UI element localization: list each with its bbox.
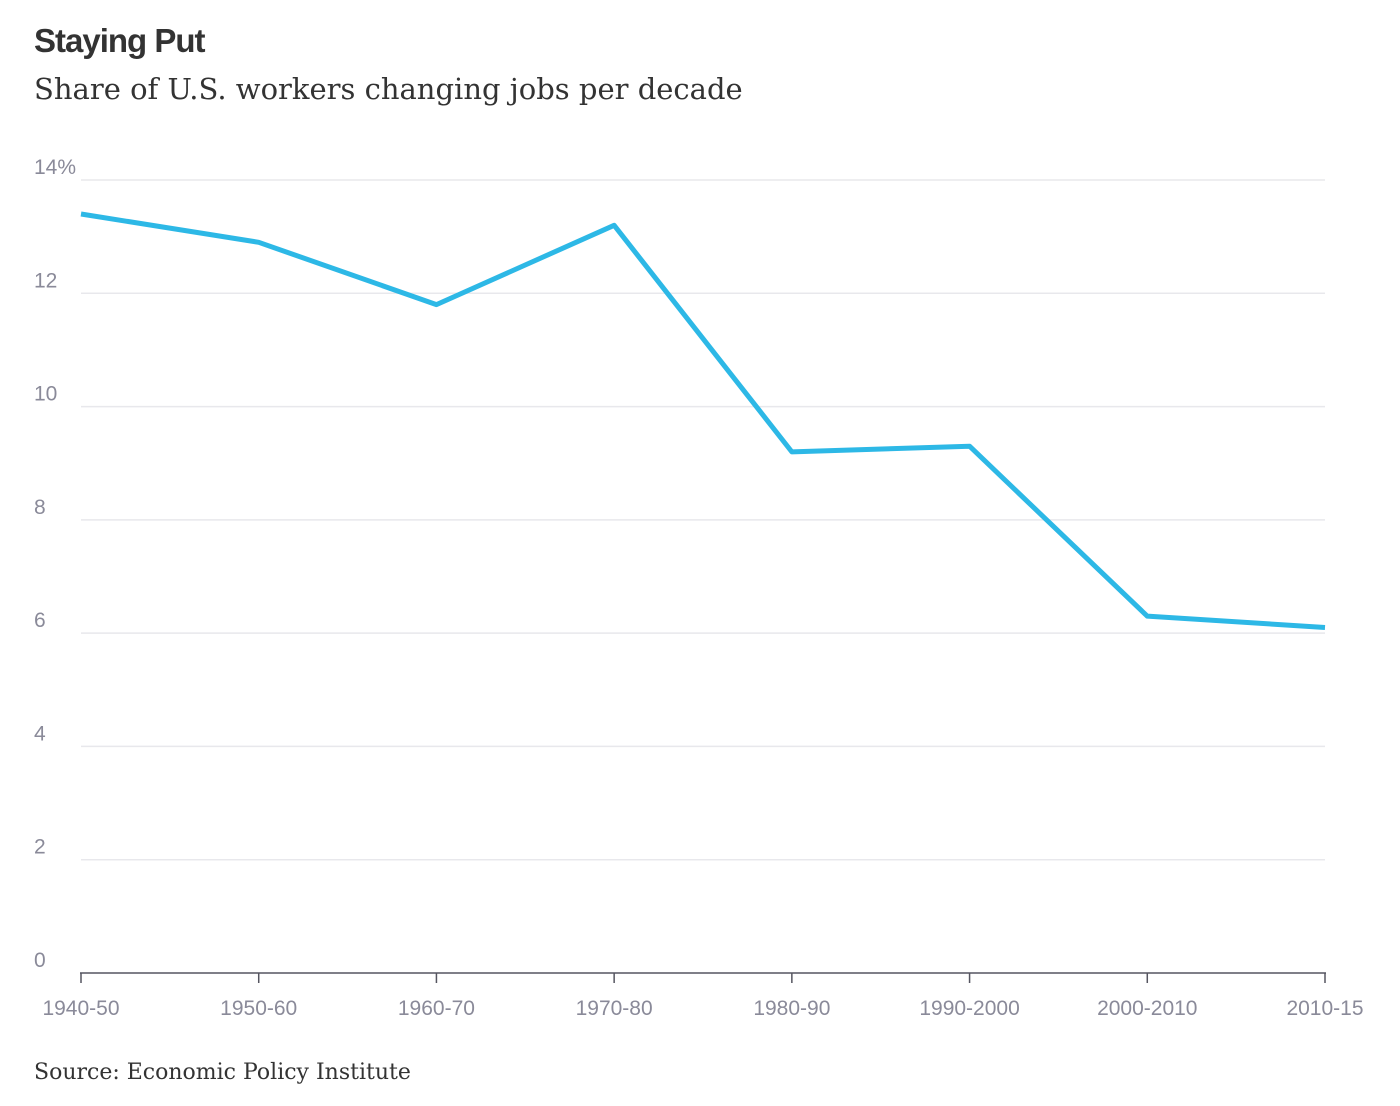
y-tick-label: 2 (34, 836, 46, 859)
y-tick-label: 12 (34, 269, 57, 292)
x-axis (80, 972, 1326, 983)
chart-title: Staying Put (34, 22, 206, 59)
y-tick-label: 8 (34, 496, 46, 519)
x-tick-label: 2010-15 (1286, 997, 1363, 1020)
x-tick-label: 1980-90 (753, 997, 830, 1020)
y-tick-labels: 0 2 4 6 8 10 12 14% (34, 156, 76, 972)
x-tick-label: 1970-80 (576, 997, 653, 1020)
x-tick-labels: 1940-50 1950-60 1960-70 1970-80 1980-90 1990-… (42, 997, 1363, 1020)
source-note: Source: Economic Policy Institute (34, 1060, 411, 1085)
line-chart: 0 2 4 6 8 10 12 14% 1940-50 1950-60 1960-70 1970-8… (34, 156, 1364, 1020)
x-tick-label: 1950-60 (220, 997, 297, 1020)
x-tick-label: 2000-2010 (1097, 997, 1197, 1020)
x-tick-label: 1990-2000 (919, 997, 1019, 1020)
y-tick-label: 4 (34, 722, 46, 745)
chart-subtitle: Share of U.S. workers changing jobs per … (34, 72, 743, 106)
y-tick-label: 14% (34, 156, 76, 179)
y-tick-label: 0 (34, 949, 46, 972)
y-tick-label: 6 (34, 609, 46, 632)
series-line (80, 211, 1326, 630)
series (80, 211, 1326, 630)
x-tick-label: 1960-70 (398, 997, 475, 1020)
x-tick-label: 1940-50 (42, 997, 119, 1020)
gridlines (81, 179, 1325, 861)
y-tick-label: 10 (34, 383, 57, 406)
